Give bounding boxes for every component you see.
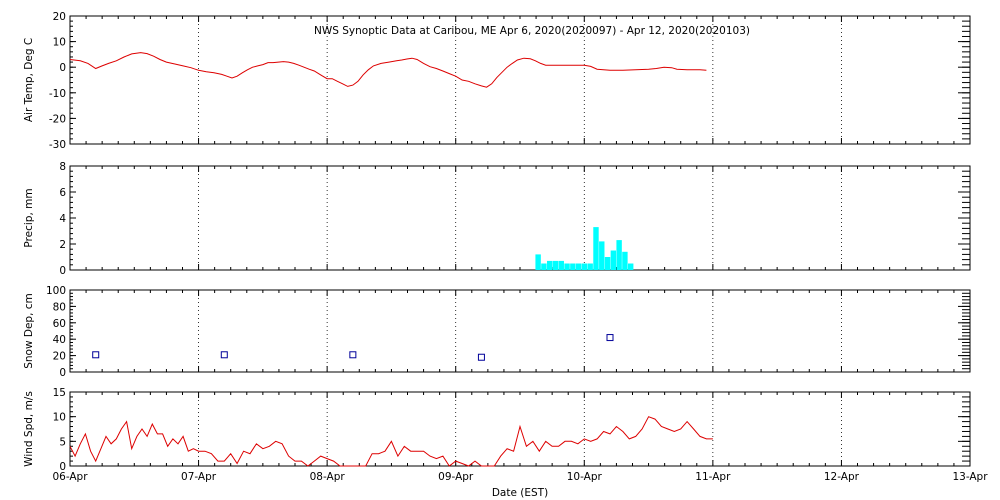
x-tick-label: 06-Apr [52, 471, 88, 483]
panel-2: 8 6 4 2 0 Precip, mm [23, 161, 971, 277]
snow-depth-marker [92, 351, 100, 359]
panel-4: 15 10 5 0 Wind Spd, m/s [23, 387, 971, 473]
x-tick-label: 07-Apr [181, 471, 217, 483]
precip-bar [587, 263, 593, 270]
y-tick-label: 2 [59, 239, 66, 251]
y-tick-label: 0 [59, 265, 66, 277]
y-axis-label: Air Temp, Deg C [23, 38, 35, 122]
precip-bar [570, 263, 576, 270]
x-tick-label: 13-Apr [952, 471, 988, 483]
precip-bar [564, 263, 570, 270]
plot-frame [69, 289, 971, 373]
snow-depth-marker [349, 351, 357, 359]
panel-1: 20 10 0 -10 -20 -30 Air Temp, Deg C [23, 11, 971, 151]
plot-frame [69, 391, 971, 467]
y-tick-label: 100 [46, 285, 66, 297]
y-tick-label: 4 [59, 213, 66, 225]
y-tick-label: 0 [59, 62, 66, 74]
precip-bar [558, 260, 564, 270]
x-tick-label: 12-Apr [824, 471, 860, 483]
precip-bar [604, 257, 611, 270]
y-tick-label: -10 [49, 88, 66, 100]
y-tick-label: 60 [53, 318, 66, 330]
y-tick-label: -20 [49, 113, 66, 125]
precip-bar [599, 241, 605, 270]
panel-3: 100 80 60 40 20 0 Snow Dep, cm [23, 285, 971, 379]
y-tick-label: -30 [49, 139, 66, 151]
precip-bar [541, 263, 547, 270]
precip-bar [628, 263, 634, 270]
precip-bar [616, 240, 622, 270]
precip-bar [593, 227, 599, 270]
y-tick-label: 0 [59, 461, 66, 473]
snow-depth-marker [477, 353, 485, 361]
y-tick-label: 5 [59, 436, 66, 448]
x-tick-label: 10-Apr [567, 471, 603, 483]
x-tick-label: 11-Apr [695, 471, 731, 483]
snow-depth-marker [606, 334, 614, 342]
y-tick-label: 80 [53, 301, 66, 313]
x-tick-label: 09-Apr [438, 471, 474, 483]
y-tick-label: 15 [53, 387, 66, 399]
precip-bar [552, 260, 559, 270]
y-axis-label: Precip, mm [23, 188, 35, 247]
y-tick-label: 10 [53, 412, 66, 424]
plot-frame [69, 165, 971, 271]
precip-bar [610, 250, 617, 270]
snow-depth-marker [220, 351, 228, 359]
x-axis-label: Date (EST) [492, 487, 548, 499]
precip-bar [575, 263, 582, 270]
x-tick-label: 08-Apr [310, 471, 346, 483]
series-line [69, 52, 707, 88]
precip-bar [535, 254, 541, 270]
y-axis-label: Wind Spd, m/s [23, 391, 35, 467]
precip-bar [547, 260, 553, 270]
y-tick-label: 0 [59, 367, 66, 379]
precip-bar [581, 263, 588, 270]
y-tick-label: 20 [53, 351, 66, 363]
precip-bar [622, 251, 628, 270]
y-tick-label: 20 [53, 11, 66, 23]
y-tick-label: 10 [53, 37, 66, 49]
y-tick-label: 8 [59, 161, 66, 173]
y-tick-label: 40 [53, 334, 66, 346]
y-axis-label: Snow Dep, cm [23, 293, 35, 369]
chart-title: NWS Synoptic Data at Caribou, ME Apr 6, … [314, 25, 750, 37]
series-line [69, 416, 713, 467]
y-tick-label: 6 [59, 187, 66, 199]
